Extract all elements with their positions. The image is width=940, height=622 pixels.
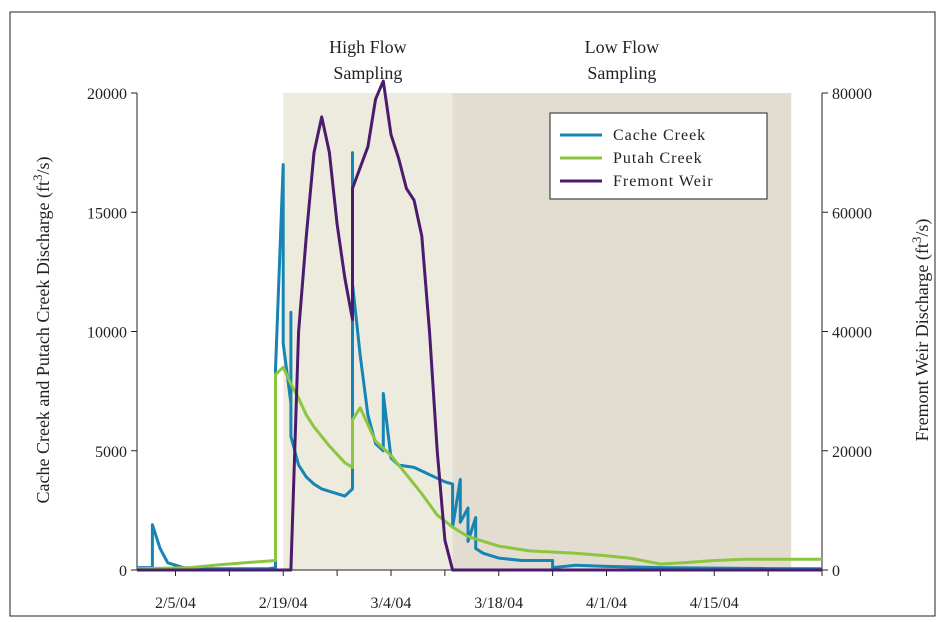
legend: Cache Creek Putah Creek Fremont Weir [549,112,768,200]
y2-axis-title: Fremont Weir Discharge (ft3/s) [909,219,933,442]
y2-tick-label: 80000 [832,86,872,103]
y-tick-label: 10000 [87,325,127,342]
band-label: Sampling [587,63,656,83]
sampling-band [283,93,453,570]
series-lines [136,79,823,572]
band-labels: High Flow Sampling Low Flow Sampling [329,37,659,83]
x-tick-label: 2/5/04 [155,595,196,612]
x-tick-label: 4/1/04 [586,595,627,612]
legend-label-putah-creek: Putah Creek [613,150,703,167]
x-tick-label: 3/18/04 [474,595,523,612]
y-tick-label: 5000 [95,444,127,461]
y2-tick-label: 40000 [832,325,872,342]
axes: 0 5000 10000 15000 20000 0 20000 40000 60000 8000… [87,86,872,612]
series-line-putah-creek [136,365,822,571]
y-tick-label: 15000 [87,205,127,222]
legend-label-cache-creek: Cache Creek [613,127,706,144]
y-axis-title: Cache Creek and Putach Creek Discharge (… [30,156,54,503]
band-label: Sampling [333,63,402,83]
legend-label-fremont-weir: Fremont Weir [613,173,714,190]
band-label: Low Flow [585,37,660,57]
y-tick-label: 20000 [87,86,127,103]
y2-tick-label: 20000 [832,444,872,461]
series-line-fremont-weir [137,79,822,572]
x-tick-label: 2/19/04 [259,595,308,612]
y2-tick-label: 60000 [832,205,872,222]
x-tick-label: 4/15/04 [690,595,739,612]
legend-box [549,112,768,200]
y2-tick-label: 0 [832,563,840,580]
band-label: High Flow [329,37,407,57]
y-tick-label: 0 [119,563,127,580]
x-tick-label: 3/4/04 [371,595,412,612]
